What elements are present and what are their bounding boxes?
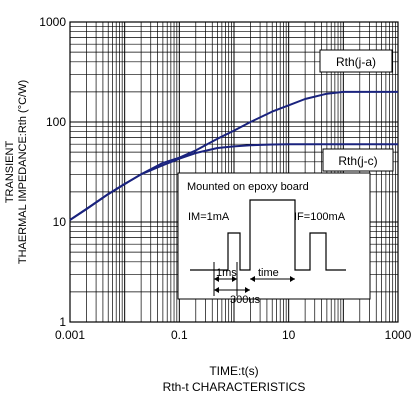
arrowhead (245, 287, 250, 293)
y-axis-title-line1: TRANSIENT (4, 141, 16, 204)
arrowhead (214, 276, 219, 282)
y-tick-label: 1 (59, 315, 66, 329)
x-tick-label: 0.001 (55, 328, 85, 342)
x-tick-label: 10 (282, 328, 296, 342)
series-group (69, 90, 398, 221)
chart-caption: Rth-t CHARACTERISTICS (163, 380, 306, 394)
arrowhead (232, 276, 237, 282)
inset-t3: 300us (230, 294, 260, 306)
y-axis-title-line2: THAERMAL IMPEDANCE:Rth (°C/W) (17, 80, 29, 264)
inset-t2: time (258, 267, 279, 279)
plot-frame (69, 21, 399, 323)
arrowhead (214, 287, 219, 293)
x-tick-label: 0.1 (171, 328, 188, 342)
pulse-waveform (190, 199, 346, 271)
series-label-jc: Rth(j-c) (338, 154, 377, 168)
y-tick-label: 1000 (39, 15, 66, 29)
inset-im: IM=1mA (188, 211, 230, 223)
y-tick-label: 100 (46, 115, 66, 129)
label-box-jc (322, 148, 394, 172)
y-tick-label: 10 (53, 215, 67, 229)
tick-labels: 0.001 0.1 10 1000 1 10 100 1000 (39, 15, 411, 342)
arrowhead (250, 276, 255, 282)
arrowhead (290, 276, 295, 282)
label-box-ja (319, 49, 393, 73)
series-line-jc (69, 143, 398, 221)
x-tick-label: 1000 (385, 328, 412, 342)
inset-if: IF=100mA (294, 211, 346, 223)
inset-t1: 1ms (216, 267, 237, 279)
x-axis-title: TIME:t(s) (209, 364, 258, 378)
inset-box (177, 172, 371, 300)
inset-title: Mounted on epoxy board (187, 181, 309, 193)
series-label-ja: Rth(j-a) (336, 55, 376, 69)
